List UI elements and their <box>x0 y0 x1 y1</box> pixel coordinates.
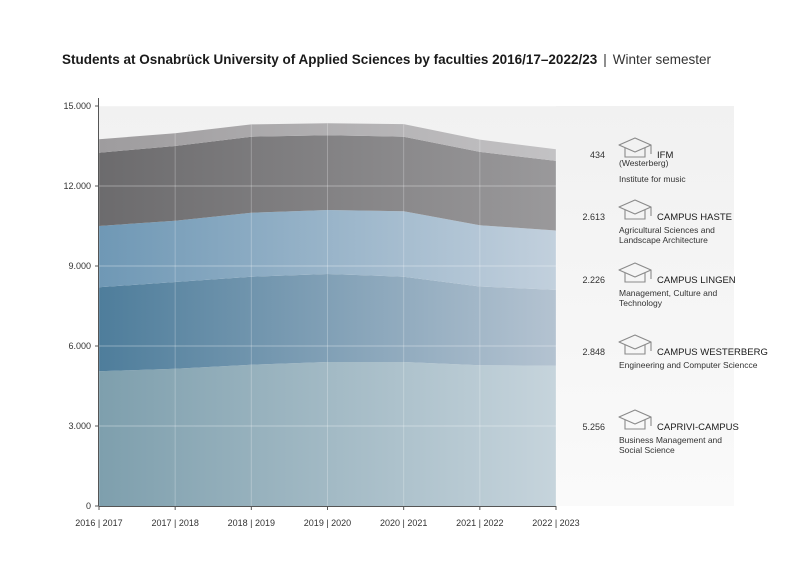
legend-description: Engineering and Computer Sciencce <box>619 360 758 370</box>
chart-subtitle: Winter semester <box>612 52 712 67</box>
legend-value: 2.848 <box>582 347 605 357</box>
y-tick-label: 12.000 <box>63 181 91 191</box>
legend-item-ifm: 434 IFM(Westerberg) Institute for music <box>590 137 686 184</box>
legend-item-caprivi-campus: 5.256 CAPRIVI-CAMPUS Business Management a… <box>582 409 739 455</box>
chart-title: Students at Osnabrück University of Appl… <box>62 52 711 67</box>
y-tick-label: 0 <box>86 501 91 511</box>
legend-description: Institute for music <box>619 174 686 184</box>
chart-title-main: Students at Osnabrück University of Appl… <box>62 52 598 67</box>
area-campus-lingen <box>99 210 556 290</box>
x-tick-label: 2018 | 2019 <box>228 518 275 528</box>
legend-item-campus-haste: 2.613 CAMPUS HASTE Agricultural Sciences a… <box>582 199 732 245</box>
area-ifm <box>99 123 556 161</box>
legend-description: Landscape Architecture <box>619 235 708 245</box>
legend-title: CAMPUS HASTE <box>657 212 732 223</box>
graduation-cap-icon <box>618 199 652 220</box>
legend-value: 434 <box>590 150 605 160</box>
x-tick-label: 2017 | 2018 <box>151 518 198 528</box>
x-tick-label: 2020 | 2021 <box>380 518 427 528</box>
legend-title: CAMPUS LINGEN <box>657 275 736 286</box>
legend-description: Management, Culture and <box>619 288 718 298</box>
graduation-cap-icon <box>618 409 652 430</box>
graduation-cap-icon <box>618 137 652 158</box>
graduation-cap-icon <box>618 334 652 355</box>
x-tick-label: 2022 | 2023 <box>532 518 579 528</box>
y-tick-label: 15.000 <box>63 101 91 111</box>
legend-description: Agricultural Sciences and <box>619 225 715 235</box>
area-campus-haste <box>99 135 556 231</box>
legend-description: Technology <box>619 298 663 308</box>
x-tick-label: 2019 | 2020 <box>304 518 351 528</box>
legend-title: IFM <box>657 150 673 161</box>
area-campus-westerberg <box>99 274 556 372</box>
legend-title: CAMPUS WESTERBERG <box>657 347 768 358</box>
graduation-cap-icon <box>618 262 652 283</box>
legend-title: CAPRIVI-CAMPUS <box>657 422 739 433</box>
title-separator: | <box>603 52 607 67</box>
legend-description: (Westerberg) <box>619 158 669 168</box>
legend-value: 2.613 <box>582 212 605 222</box>
legend-description: Business Management and <box>619 435 722 445</box>
y-tick-label: 6.000 <box>68 341 91 351</box>
area-caprivi-campus <box>99 362 556 506</box>
x-tick-label: 2016 | 2017 <box>75 518 122 528</box>
y-tick-label: 9.000 <box>68 261 91 271</box>
legend-item-campus-westerberg: 2.848 CAMPUS WESTERBERG Engineering and Co… <box>582 334 768 370</box>
legend-value: 5.256 <box>582 422 605 432</box>
legend-item-campus-lingen: 2.226 CAMPUS LINGEN Management, Culture an… <box>582 262 736 308</box>
y-tick-label: 3.000 <box>68 421 91 431</box>
x-tick-label: 2021 | 2022 <box>456 518 503 528</box>
legend-value: 2.226 <box>582 275 605 285</box>
legend-description: Social Science <box>619 445 675 455</box>
